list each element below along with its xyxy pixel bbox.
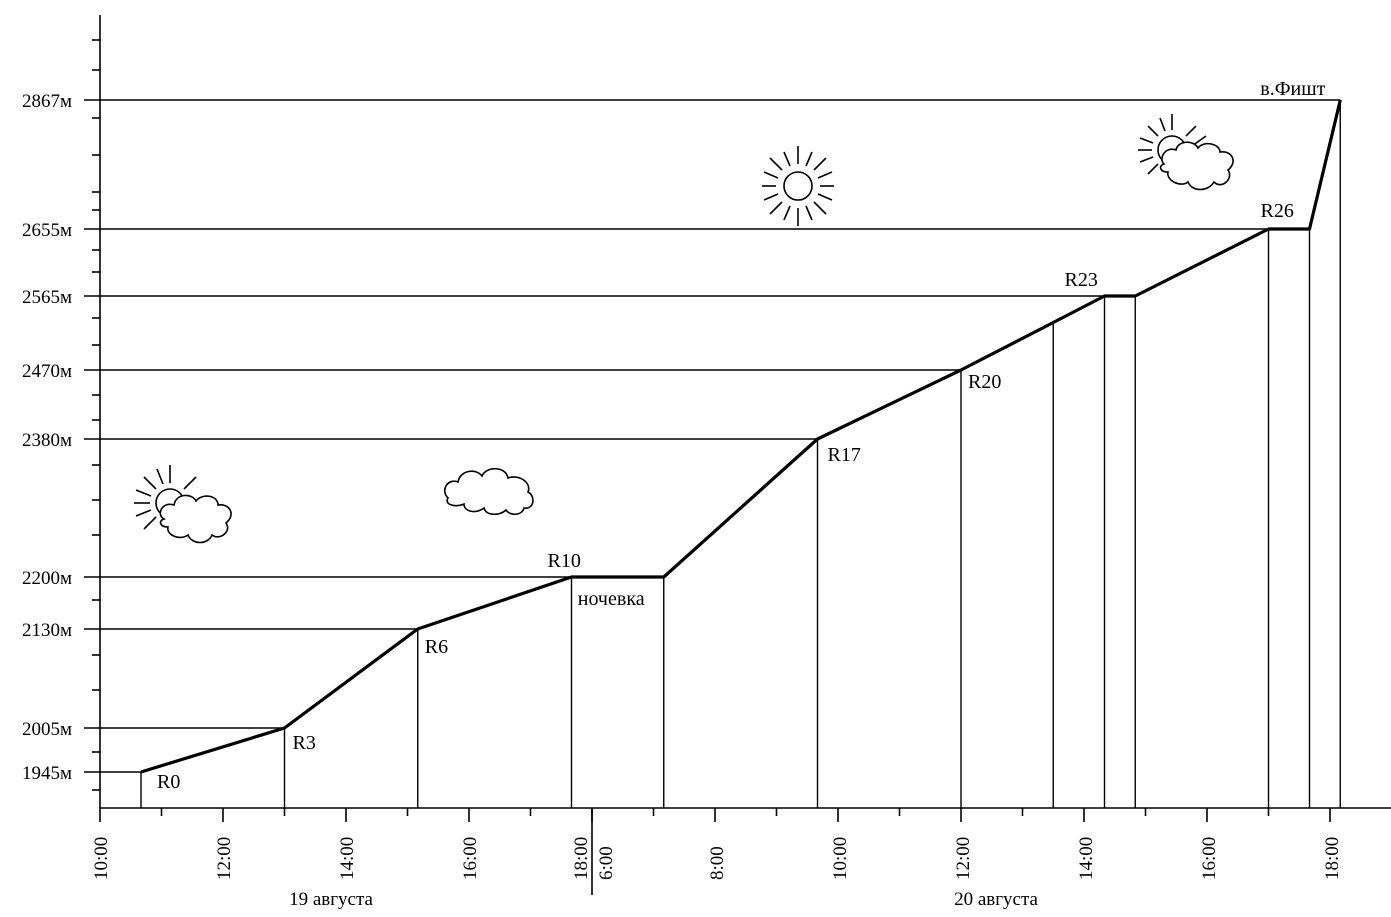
- checkpoint-label: R3: [293, 732, 316, 754]
- x-tick-label: 12:00: [953, 837, 974, 880]
- profile-line: [140, 99, 1342, 774]
- y-tick-label: 2200м: [22, 568, 72, 589]
- x-ticks: [99, 808, 1331, 822]
- x-tick-label: 10:00: [91, 837, 112, 880]
- checkpoint-label: ночевка: [578, 588, 645, 610]
- y-tick-labels: 1945м 2005м 2130м 2200м 2380м 2470м 2565м 2655м…: [22, 91, 72, 784]
- date-label: 19 августа: [289, 889, 373, 910]
- date-labels: 19 августа 20 августа: [289, 889, 1038, 910]
- y-tick-label: 2470м: [22, 361, 72, 382]
- x-tick-label: 18:00: [1322, 837, 1343, 880]
- x-tick-label: 10:00: [830, 837, 851, 880]
- x-tick-label: 14:00: [337, 837, 358, 880]
- checkpoint-label: R26: [1261, 200, 1294, 222]
- checkpoint-label: R6: [425, 636, 448, 658]
- altitude-profile: [140, 99, 1342, 774]
- x-tick-label: 8:00: [707, 846, 728, 880]
- cloud-icon: [443, 467, 534, 516]
- x-tick-labels: 10:00 12:00 14:00 16:00 18:00 6:00 8:00 10:00 12…: [91, 837, 1343, 880]
- sun-icon: [762, 146, 834, 226]
- sun-cloud-icon: [1138, 114, 1234, 191]
- checkpoint-labels: R0 R3 R6 R10 ночевка R17 R20 R23 R26 в.Фишт: [157, 78, 1326, 793]
- sun-cloud-icon: [134, 465, 232, 544]
- checkpoint-label: R17: [828, 444, 861, 466]
- x-tick-label: 16:00: [1199, 837, 1220, 880]
- y-tick-label: 2867м: [22, 91, 72, 112]
- checkpoint-label: R20: [968, 371, 1001, 393]
- date-label: 20 августа: [954, 889, 1038, 910]
- altitude-reference-lines: [84, 99, 1341, 773]
- checkpoint-label: R23: [1065, 269, 1098, 291]
- y-tick-label: 1945м: [22, 763, 72, 784]
- x-tick-label: 12:00: [214, 837, 235, 880]
- y-tick-label: 2655м: [22, 220, 72, 241]
- y-minor-ticks: [92, 39, 100, 791]
- checkpoint-label: R10: [548, 550, 581, 572]
- y-tick-label: 2565м: [22, 287, 72, 308]
- x-tick-label: 14:00: [1076, 837, 1097, 880]
- y-tick-label: 2005м: [22, 719, 72, 740]
- x-tick-label: 6:00: [596, 846, 617, 880]
- y-tick-label: 2130м: [22, 620, 72, 641]
- checkpoint-label: R0: [157, 771, 180, 793]
- axes: [99, 15, 1391, 895]
- checkpoint-drop-lines: [140, 100, 1341, 808]
- x-tick-label: 16:00: [460, 837, 481, 880]
- checkpoint-label: в.Фишт: [1260, 78, 1325, 100]
- y-tick-label: 2380м: [22, 430, 72, 451]
- x-tick-label: 18:00: [571, 837, 592, 880]
